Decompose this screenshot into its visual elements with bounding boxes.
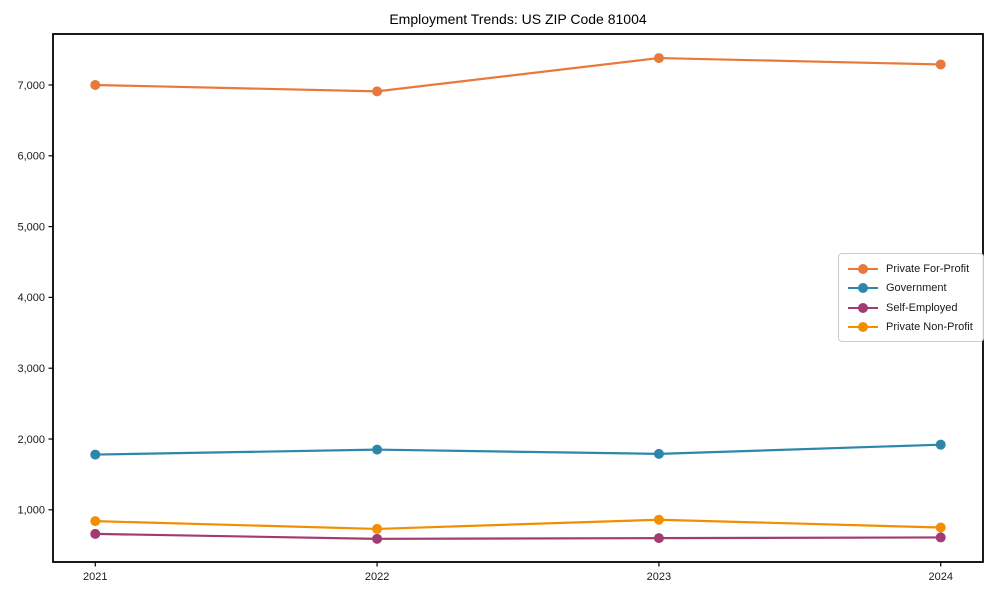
y-axis-tick-label: 5,000 (17, 221, 45, 233)
data-point-marker (653, 448, 664, 459)
y-axis-tick-label: 3,000 (17, 363, 45, 375)
series-line (94, 56, 942, 93)
legend-item: Government (848, 279, 975, 299)
data-point-marker (372, 533, 383, 544)
data-point-marker (90, 449, 101, 460)
data-point-marker (653, 514, 664, 525)
legend: Private For-Profit Government Self-Employe… (838, 253, 984, 342)
data-point-marker (935, 522, 946, 533)
legend-label: Private For-Profit (886, 262, 970, 275)
legend-label: Private Non-Profit (886, 321, 973, 334)
data-point-marker (935, 439, 946, 450)
data-point-marker (653, 533, 664, 544)
y-axis-tick-label: 2,000 (17, 434, 45, 446)
x-axis-tick-label: 2021 (83, 571, 107, 583)
data-point-marker (90, 79, 101, 90)
legend-line-marker-icon (848, 322, 878, 333)
x-axis-tick-label: 2023 (647, 571, 671, 583)
y-axis-tick-label: 6,000 (17, 151, 45, 163)
data-point-marker (90, 516, 101, 527)
legend-item: Private For-Profit (848, 259, 975, 279)
legend-item: Self-Employed (848, 298, 975, 318)
y-axis-tick-label: 1,000 (17, 505, 45, 517)
data-point-marker (653, 53, 664, 64)
series-line (94, 518, 942, 531)
data-point-marker (935, 532, 946, 543)
legend-line-marker-icon (848, 263, 878, 274)
legend-line-marker-icon (848, 283, 878, 294)
legend-label: Self-Employed (886, 301, 958, 314)
chart-title: Employment Trends: US ZIP Code 81004 (389, 11, 647, 27)
data-point-marker (372, 86, 383, 97)
series-line (94, 443, 942, 456)
x-axis-tick-label: 2024 (928, 571, 952, 583)
data-point-marker (935, 59, 946, 70)
x-axis-tick-label: 2022 (365, 571, 389, 583)
data-point-marker (372, 444, 383, 455)
data-point-marker (90, 528, 101, 539)
y-axis-tick-label: 4,000 (17, 292, 45, 304)
legend-item: Private Non-Profit (848, 318, 975, 338)
y-axis-tick-label: 7,000 (17, 80, 45, 92)
legend-line-marker-icon (848, 302, 878, 313)
series-line (94, 532, 942, 540)
data-point-marker (372, 523, 383, 534)
legend-label: Government (886, 282, 947, 295)
